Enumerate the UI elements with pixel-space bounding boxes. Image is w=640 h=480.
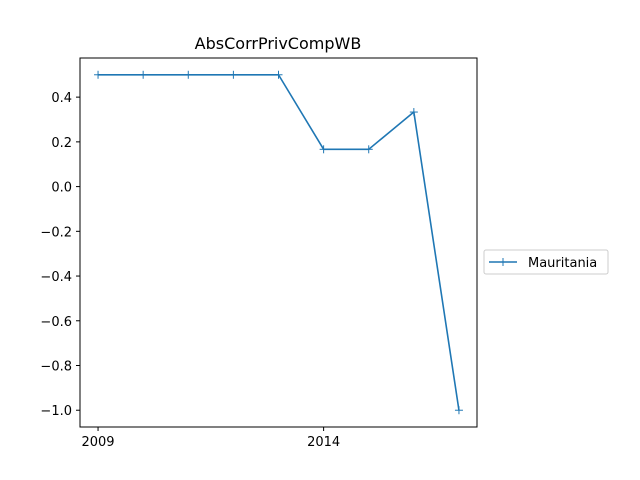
data-point: [229, 70, 238, 79]
x-tick-label: 2014: [307, 435, 340, 450]
data-point: [454, 406, 463, 415]
chart-title: AbsCorrPrivCompWB: [195, 34, 362, 53]
y-tick-label: 0.2: [51, 136, 72, 151]
y-tick-label: 0.4: [51, 91, 72, 106]
data-point: [94, 70, 103, 79]
data-point: [409, 108, 418, 117]
y-tick-label: −0.6: [40, 315, 72, 330]
legend: Mauritania: [483, 249, 609, 275]
y-tick-label: 0.0: [51, 181, 72, 196]
plot-area: [94, 70, 463, 415]
y-tick-label: −0.4: [40, 270, 72, 285]
data-point: [184, 70, 193, 79]
legend-box: [483, 249, 609, 275]
data-point: [364, 145, 373, 154]
y-tick-label: −1.0: [40, 404, 72, 419]
y-tick-label: −0.8: [40, 360, 72, 375]
data-point: [274, 70, 283, 79]
x-tick-label: 2009: [81, 435, 114, 450]
x-axis: 2009 2014: [81, 427, 340, 450]
data-point: [139, 70, 148, 79]
plot-frame: [79, 57, 478, 428]
data-point: [319, 145, 328, 154]
legend-label-mauritania: Mauritania: [528, 256, 597, 271]
y-axis: 0.4 0.2 0.0 −0.2 −0.4 −0.6 −0.8 −1.0: [40, 91, 80, 419]
y-tick-label: −0.2: [40, 225, 72, 240]
series-line-mauritania: [98, 73, 460, 411]
